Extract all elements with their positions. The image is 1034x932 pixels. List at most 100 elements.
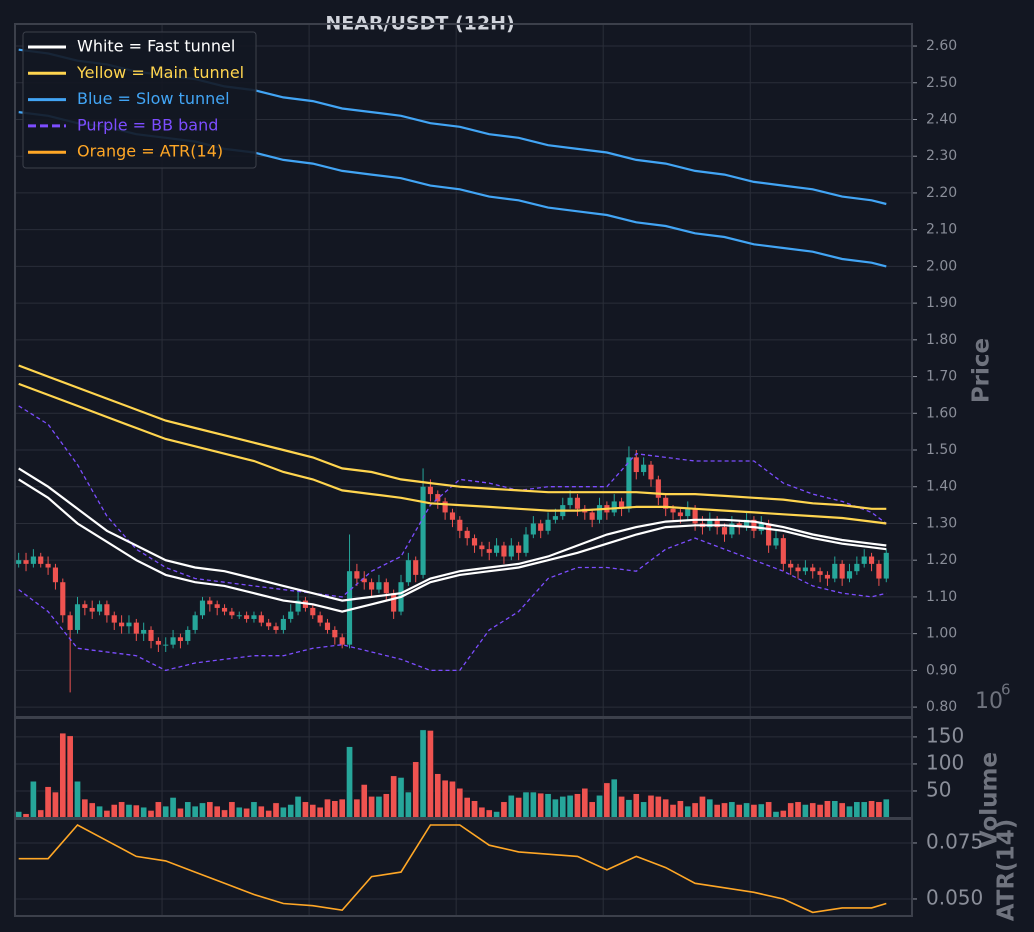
volume-bar (735, 804, 743, 819)
candle-body (633, 457, 639, 473)
volume-bar (875, 801, 883, 819)
y-tick-label: 1.20 (926, 552, 957, 568)
volume-bar (868, 800, 875, 819)
volume-bar (552, 798, 559, 819)
candle-body (74, 604, 81, 630)
candle-body (273, 626, 279, 630)
candle-body (214, 604, 220, 608)
volume-bar (787, 802, 795, 819)
candle-body (626, 457, 632, 509)
candle-body (677, 512, 683, 517)
volume-bar (779, 810, 787, 819)
candle-body (861, 556, 867, 564)
candle-body (280, 618, 286, 630)
volume-bar (59, 732, 67, 819)
candle-body (707, 519, 713, 528)
candle-body (332, 629, 338, 638)
volume-bar (618, 796, 625, 819)
y-tick-label: 1.00 (926, 626, 957, 642)
candle-body (773, 538, 779, 546)
volume-bar (588, 801, 596, 819)
volume-bar (684, 805, 692, 819)
volume-bar (221, 809, 228, 819)
volume-bar (110, 804, 118, 819)
candle-body (60, 582, 66, 616)
candle-body (471, 538, 478, 546)
volume-bar (125, 804, 133, 819)
candle-body (780, 538, 786, 564)
candle-body (23, 560, 29, 564)
volume-bar (316, 806, 324, 819)
candle-body (766, 523, 772, 546)
volume-bar (206, 801, 214, 819)
volume-bar (802, 804, 809, 819)
candle-body (119, 622, 125, 627)
candle-body (266, 622, 272, 627)
volume-bar (471, 800, 478, 819)
candle-body (641, 464, 647, 473)
candle-body (346, 571, 353, 645)
candle-body (207, 600, 213, 605)
candle-body (714, 519, 720, 528)
axis-offset-exponent: 6 (1001, 681, 1011, 699)
volume-bar (235, 806, 243, 819)
legend-label: Blue = Slow tunnel (77, 89, 230, 108)
volume-bar (500, 801, 508, 819)
candle-body (369, 582, 375, 590)
volume-bar (331, 800, 339, 819)
candle-body (516, 545, 522, 553)
volume-bar (346, 746, 353, 819)
candle-body (45, 563, 51, 568)
y-tick-label: 1.10 (926, 589, 957, 605)
volume-bar (853, 801, 861, 819)
candle-body (229, 611, 235, 616)
y-tick-label: 1.90 (926, 295, 957, 311)
candle-body (685, 508, 691, 517)
y-tick-label: 1.30 (926, 515, 957, 531)
candle-body (288, 611, 294, 619)
candle-body (501, 545, 507, 557)
volume-bar (427, 730, 434, 819)
y-tick-label: 2.40 (926, 111, 957, 127)
candle-body (868, 556, 875, 564)
volume-bar (155, 801, 162, 819)
volume-bar (382, 793, 390, 819)
volume-bar (309, 804, 317, 819)
volume-bar (280, 806, 287, 819)
volume-bar (463, 797, 471, 819)
volume-bar (243, 808, 250, 819)
volume-bar (184, 801, 192, 819)
y-tick-label: 0.050 (926, 885, 983, 909)
candle-body (530, 523, 536, 535)
volume-bar (81, 798, 89, 819)
candle-body (155, 640, 161, 645)
volume-bar (302, 801, 309, 819)
volume-bar (794, 801, 802, 819)
volume-bar (677, 800, 684, 819)
candle-body (663, 497, 669, 509)
volume-bar (191, 805, 199, 819)
candle-body (221, 607, 228, 612)
candle-body (427, 486, 433, 495)
volume-bar (250, 801, 258, 819)
candle-body (538, 523, 544, 531)
candle-body (567, 497, 573, 506)
candle-body (596, 505, 603, 520)
volume-bar (434, 773, 442, 819)
candle-body (310, 607, 316, 616)
volume-bar (816, 804, 824, 819)
volume-bar (375, 796, 383, 819)
candle-body (339, 637, 345, 645)
candle-body (251, 615, 257, 619)
volume-bar (147, 810, 155, 819)
y-tick-label: 100 (926, 750, 964, 774)
volume-bar (507, 795, 515, 819)
candle-body (824, 574, 831, 579)
y-tick-label: 2.50 (926, 75, 957, 91)
volume-bar (743, 802, 750, 819)
volume-bar (272, 802, 280, 819)
candle-body (619, 501, 625, 509)
candle-body (854, 563, 860, 572)
legend-box (22, 31, 257, 169)
volume-bar (750, 804, 758, 819)
